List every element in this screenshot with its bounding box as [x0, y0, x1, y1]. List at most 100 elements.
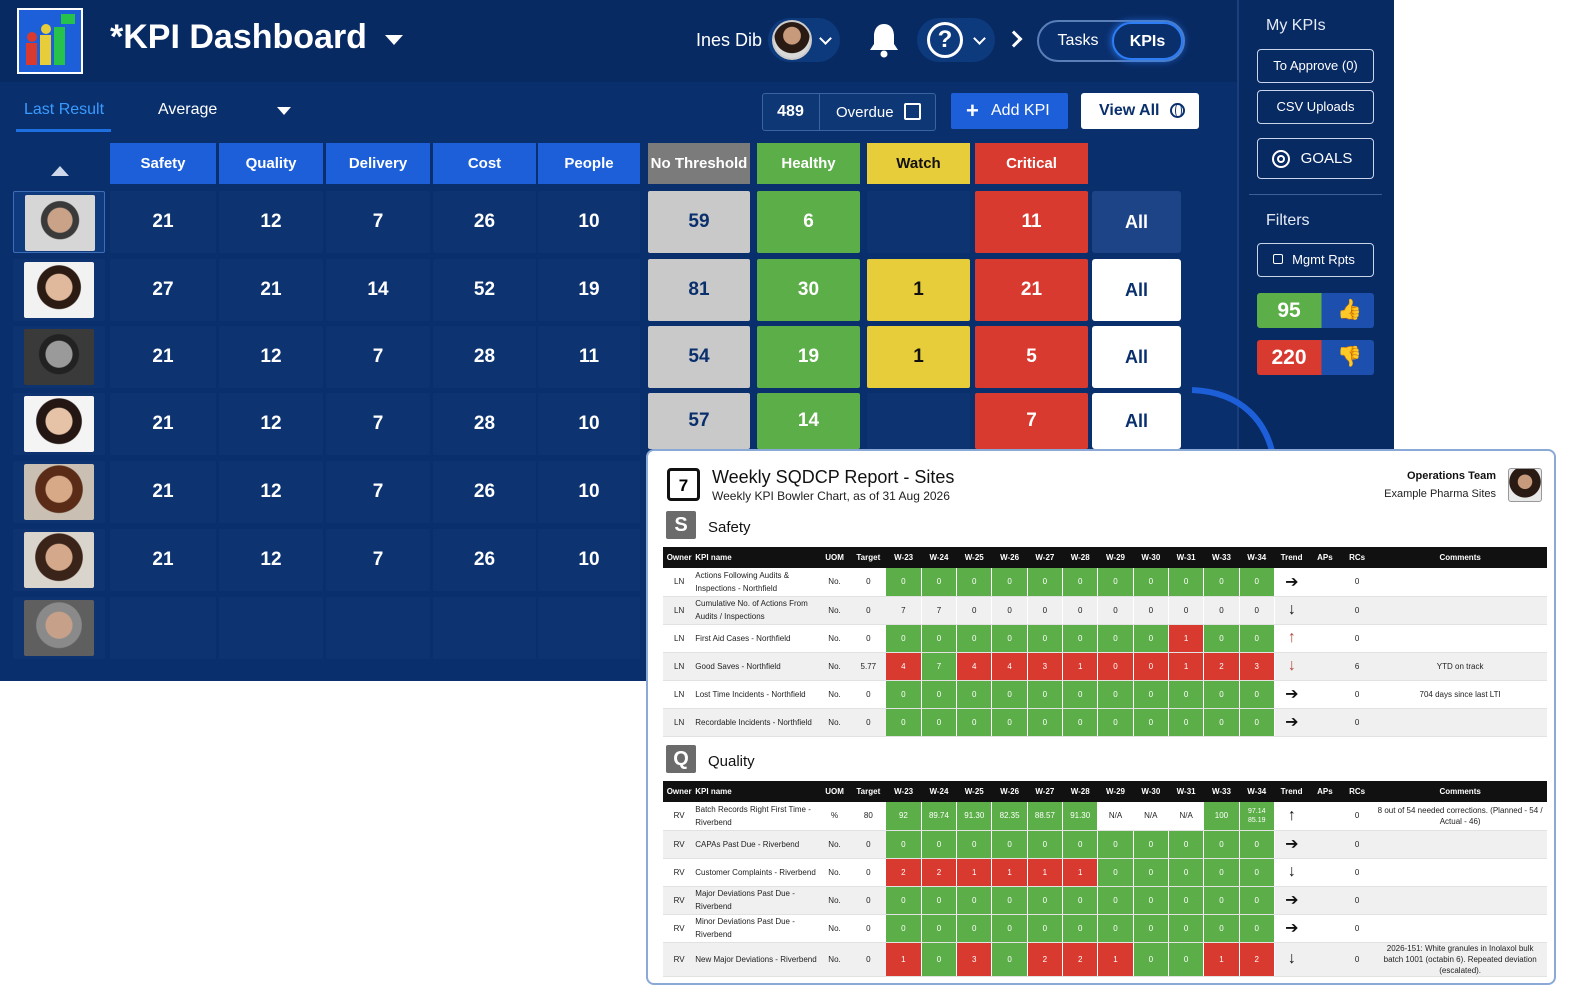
table-row[interactable]: RV Minor Deviations Past Due - Riverbend N… [663, 914, 1547, 943]
table-header[interactable]: Comments [1373, 547, 1547, 568]
table-header[interactable]: KPI name [695, 781, 819, 802]
kpi-count-cell[interactable] [867, 191, 970, 253]
kpi-count-cell[interactable]: 21 [975, 259, 1088, 321]
kpi-count-cell[interactable]: 21 [110, 326, 216, 388]
kpi-count-cell[interactable]: 21 [110, 461, 216, 523]
table-header[interactable]: Trend [1274, 547, 1309, 568]
table-row[interactable]: RV Major Deviations Past Due - Riverbend N… [663, 886, 1547, 915]
kpi-count-cell[interactable]: 11 [975, 191, 1088, 253]
column-header-people[interactable]: People [538, 143, 640, 184]
bell-icon[interactable] [868, 22, 900, 58]
column-header-quality[interactable]: Quality [219, 143, 323, 184]
table-row[interactable]: RV CAPAs Past Due - Riverbend No. 0 0 0 0 0 0 0 0 0… [663, 830, 1547, 859]
thumbs-down-filter[interactable] [1257, 340, 1374, 375]
table-header[interactable]: W-30 [1133, 547, 1169, 568]
owner-photo[interactable] [13, 259, 105, 321]
table-row[interactable]: LN First Aid Cases - Northfield No. 0 0 0 0 0 0 0… [663, 624, 1547, 653]
kpi-count-cell[interactable]: 28 [433, 393, 536, 455]
kpi-count-cell[interactable]: 12 [219, 461, 323, 523]
table-header[interactable]: RCs [1341, 781, 1374, 802]
tab-average[interactable]: Average [158, 101, 218, 118]
table-header[interactable]: W-25 [956, 781, 992, 802]
table-header[interactable]: W-34 [1239, 547, 1275, 568]
kpi-count-cell[interactable]: 12 [219, 393, 323, 455]
table-header[interactable]: RCs [1341, 547, 1374, 568]
kpi-count-cell[interactable]: 7 [326, 191, 430, 253]
kpi-count-cell[interactable]: 30 [757, 259, 860, 321]
table-header[interactable]: Owner [663, 547, 696, 568]
table-row[interactable]: LN Good Saves - Northfield No. 5.77 4 7 4 4 3 1 0 0… [663, 652, 1547, 681]
column-header-safety[interactable]: Safety [110, 143, 216, 184]
table-row[interactable]: LN Lost Time Incidents - Northfield No. 0 0 0… [663, 680, 1547, 709]
help-icon[interactable]: ? [927, 22, 963, 58]
add-kpi-button[interactable]: Add KPI [951, 93, 1068, 129]
kpi-count-cell[interactable]: 57 [648, 393, 750, 449]
kpi-count-cell[interactable]: 21 [219, 259, 323, 321]
kpi-count-cell[interactable]: 59 [648, 191, 750, 253]
kpi-count-cell[interactable]: 27 [110, 259, 216, 321]
table-header[interactable]: KPI name [695, 547, 819, 568]
kpi-count-cell[interactable] [433, 597, 536, 659]
kpi-count-cell[interactable]: 26 [433, 529, 536, 591]
table-header[interactable]: W-28 [1062, 781, 1098, 802]
table-header[interactable]: W-30 [1133, 781, 1169, 802]
to-approve-button[interactable]: To Approve (0) [1257, 49, 1374, 83]
kpi-count-cell[interactable]: 14 [757, 393, 860, 449]
kpi-count-cell[interactable]: 7 [326, 326, 430, 388]
table-header[interactable]: Owner [663, 781, 696, 802]
kpi-count-cell[interactable]: 81 [648, 259, 750, 321]
kpi-count-cell[interactable]: 21 [110, 393, 216, 455]
table-header[interactable]: W-24 [921, 547, 957, 568]
kpi-count-cell[interactable]: 26 [433, 461, 536, 523]
kpi-count-cell[interactable]: 19 [757, 326, 860, 388]
kpi-count-cell[interactable]: 7 [326, 529, 430, 591]
table-header[interactable]: W-26 [991, 781, 1028, 802]
sort-up-icon[interactable] [51, 166, 69, 176]
column-header-watch[interactable]: Watch [867, 143, 970, 184]
table-header[interactable]: Target [850, 547, 886, 568]
kpi-count-cell[interactable]: 12 [219, 529, 323, 591]
owner-photo[interactable] [13, 529, 105, 591]
kpi-count-cell[interactable]: 10 [538, 191, 640, 253]
table-header[interactable]: UOM [818, 781, 851, 802]
table-header[interactable]: W-27 [1027, 547, 1063, 568]
kpi-count-cell[interactable]: 10 [538, 529, 640, 591]
table-row[interactable]: RV Batch Records Right First Time - River… [663, 802, 1547, 831]
table-row[interactable]: LN Recordable Incidents - Northfield No. 0 0… [663, 708, 1547, 737]
table-header[interactable]: W-34 [1239, 781, 1275, 802]
table-header[interactable]: UOM [818, 547, 851, 568]
kpi-count-cell[interactable]: 5 [975, 326, 1088, 388]
kpi-count-cell[interactable]: 28 [433, 326, 536, 388]
mgmt-rpts-button[interactable]: Mgmt Rpts [1257, 243, 1374, 277]
kpi-count-cell[interactable] [867, 393, 970, 449]
kpi-count-cell[interactable]: 1 [867, 326, 970, 388]
owner-photo[interactable] [13, 191, 105, 253]
kpi-count-cell[interactable]: 12 [219, 326, 323, 388]
kpi-count-cell[interactable] [219, 597, 323, 659]
kpi-count-cell[interactable] [110, 597, 216, 659]
column-header-critical[interactable]: Critical [975, 143, 1088, 184]
table-header[interactable]: W-29 [1097, 781, 1134, 802]
app-logo[interactable] [17, 8, 83, 74]
table-header[interactable]: Target [850, 781, 886, 802]
kpi-count-cell[interactable]: 52 [433, 259, 536, 321]
table-header[interactable]: APs [1308, 547, 1341, 568]
table-header[interactable]: W-23 [885, 781, 922, 802]
table-header[interactable]: Comments [1373, 781, 1547, 802]
table-header[interactable]: W-33 [1203, 547, 1240, 568]
all-button[interactable]: All [1092, 191, 1181, 253]
overdue-filter[interactable] [762, 93, 936, 131]
all-button[interactable]: All [1092, 393, 1181, 449]
table-header[interactable]: W-33 [1203, 781, 1240, 802]
thumbs-up-filter[interactable] [1257, 293, 1374, 328]
kpi-count-cell[interactable] [326, 597, 430, 659]
tab-tasks[interactable]: Tasks [1057, 32, 1099, 49]
kpi-count-cell[interactable]: 7 [326, 461, 430, 523]
kpi-count-cell[interactable]: 21 [110, 191, 216, 253]
kpi-count-cell[interactable]: 10 [538, 393, 640, 455]
table-header[interactable]: W-28 [1062, 547, 1098, 568]
kpi-count-cell[interactable]: 7 [975, 393, 1088, 449]
table-header[interactable]: Trend [1274, 781, 1309, 802]
kpi-count-cell[interactable]: 1 [867, 259, 970, 321]
table-header[interactable]: W-24 [921, 781, 957, 802]
